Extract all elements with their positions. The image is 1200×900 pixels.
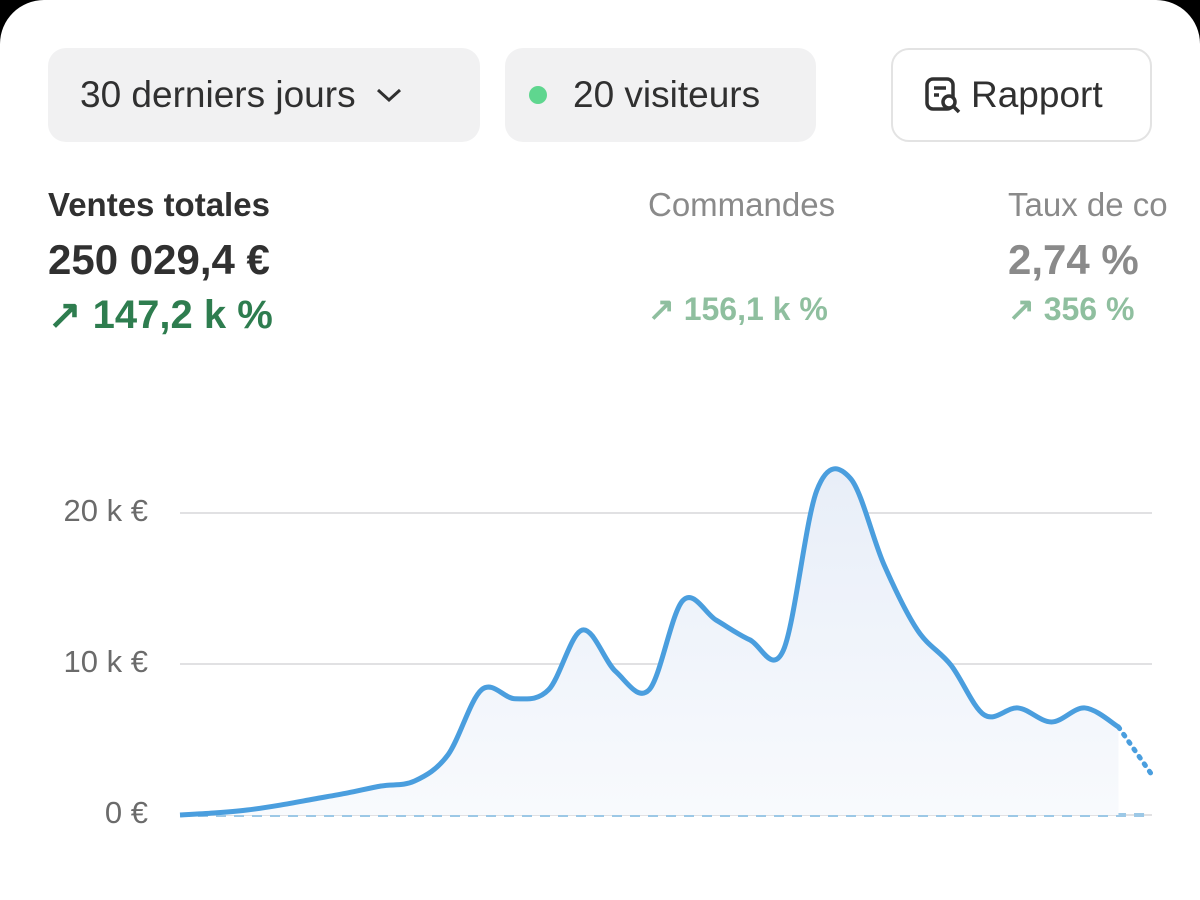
report-button[interactable]: Rapport bbox=[891, 48, 1152, 142]
metric-change: ↗ 147,2 k % bbox=[48, 293, 273, 337]
sales-area bbox=[180, 468, 1119, 815]
report-icon bbox=[925, 77, 961, 114]
metric-change-text: 156,1 k % bbox=[683, 291, 828, 327]
report-label: Rapport bbox=[971, 74, 1103, 115]
y-tick-label: 0 € bbox=[105, 795, 148, 830]
chart: 0 € 10 k € 20 k € bbox=[64, 466, 1155, 830]
metric-value: 250 029,4 € bbox=[48, 236, 270, 283]
metric-label: Commandes bbox=[648, 186, 836, 223]
visitors-label: 20 visiteurs bbox=[573, 74, 761, 115]
metric-change: ↗ 356 % bbox=[1008, 291, 1135, 327]
visitors-button[interactable]: 20 visiteurs bbox=[505, 48, 816, 142]
live-dot bbox=[529, 86, 547, 104]
metric-change: ↗ 156,1 k % bbox=[648, 291, 828, 327]
chevron bbox=[376, 88, 401, 103]
sales-line bbox=[179, 466, 1120, 818]
sales-line-partial bbox=[1115, 724, 1155, 778]
period-label: 30 derniers jours bbox=[80, 74, 356, 115]
metric-label: Taux de co bbox=[1008, 186, 1168, 223]
metric-label: Ventes totales bbox=[48, 186, 270, 223]
y-tick-label: 20 k € bbox=[64, 493, 148, 528]
period-button[interactable]: 30 derniers jours bbox=[48, 48, 480, 142]
metric-change-text: 147,2 k % bbox=[92, 293, 273, 337]
metric-value: 2,74 % bbox=[1008, 236, 1139, 283]
metric-change-text: 356 % bbox=[1043, 291, 1135, 327]
y-tick-label: 10 k € bbox=[64, 644, 148, 679]
